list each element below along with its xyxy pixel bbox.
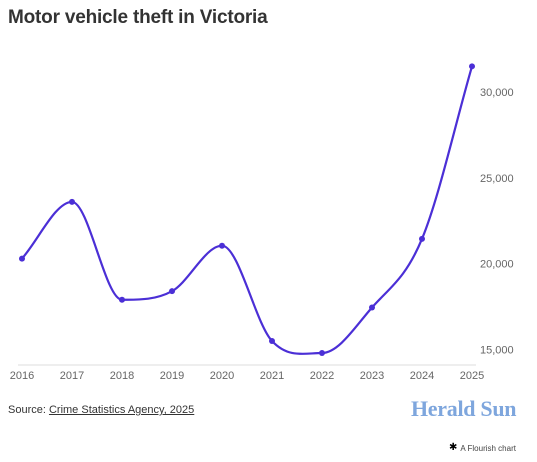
data-point[interactable] <box>119 296 125 303</box>
data-point[interactable] <box>69 198 75 205</box>
x-tick-label: 2022 <box>310 370 334 382</box>
y-tick-label: 30,000 <box>480 87 514 99</box>
x-tick-label: 2018 <box>110 370 134 382</box>
source-prefix: Source: <box>8 404 49 416</box>
x-tick-label: 2016 <box>10 370 34 382</box>
chart-title: Motor vehicle theft in Victoria <box>8 7 268 28</box>
data-points <box>19 63 475 356</box>
x-axis: 2016 2017 2018 2019 2020 2021 2022 2023 2024 2025 <box>10 370 484 382</box>
data-point[interactable] <box>369 304 375 311</box>
data-point[interactable] <box>419 235 425 242</box>
data-point[interactable] <box>219 242 225 249</box>
y-axis: 15,000 20,000 25,000 30,000 <box>480 87 514 356</box>
x-tick-label: 2025 <box>460 370 484 382</box>
x-tick-label: 2019 <box>160 370 184 382</box>
source-note: Source: Crime Statistics Agency, 2025 <box>8 404 194 416</box>
flourish-label: A Flourish chart <box>460 443 516 453</box>
data-point[interactable] <box>169 288 175 295</box>
x-tick-label: 2021 <box>260 370 284 382</box>
series-line <box>21 66 474 355</box>
herald-sun-logo[interactable]: Herald Sun <box>411 396 517 421</box>
y-tick-label: 25,000 <box>480 173 514 185</box>
x-tick-label: 2023 <box>360 370 384 382</box>
data-point[interactable] <box>269 337 275 344</box>
x-tick-label: 2017 <box>60 370 84 382</box>
y-tick-label: 20,000 <box>480 259 514 271</box>
flourish-asterisk-icon: ✱ <box>449 442 458 453</box>
data-point[interactable] <box>319 349 325 356</box>
y-tick-label: 15,000 <box>480 345 514 357</box>
x-tick-label: 2020 <box>210 370 234 382</box>
data-point[interactable] <box>469 63 475 70</box>
data-point[interactable] <box>19 255 25 262</box>
x-tick-label: 2024 <box>410 370 434 382</box>
flourish-credit[interactable]: ✱ A Flourish chart <box>449 443 516 453</box>
source-link[interactable]: Crime Statistics Agency, 2025 <box>48 404 195 416</box>
